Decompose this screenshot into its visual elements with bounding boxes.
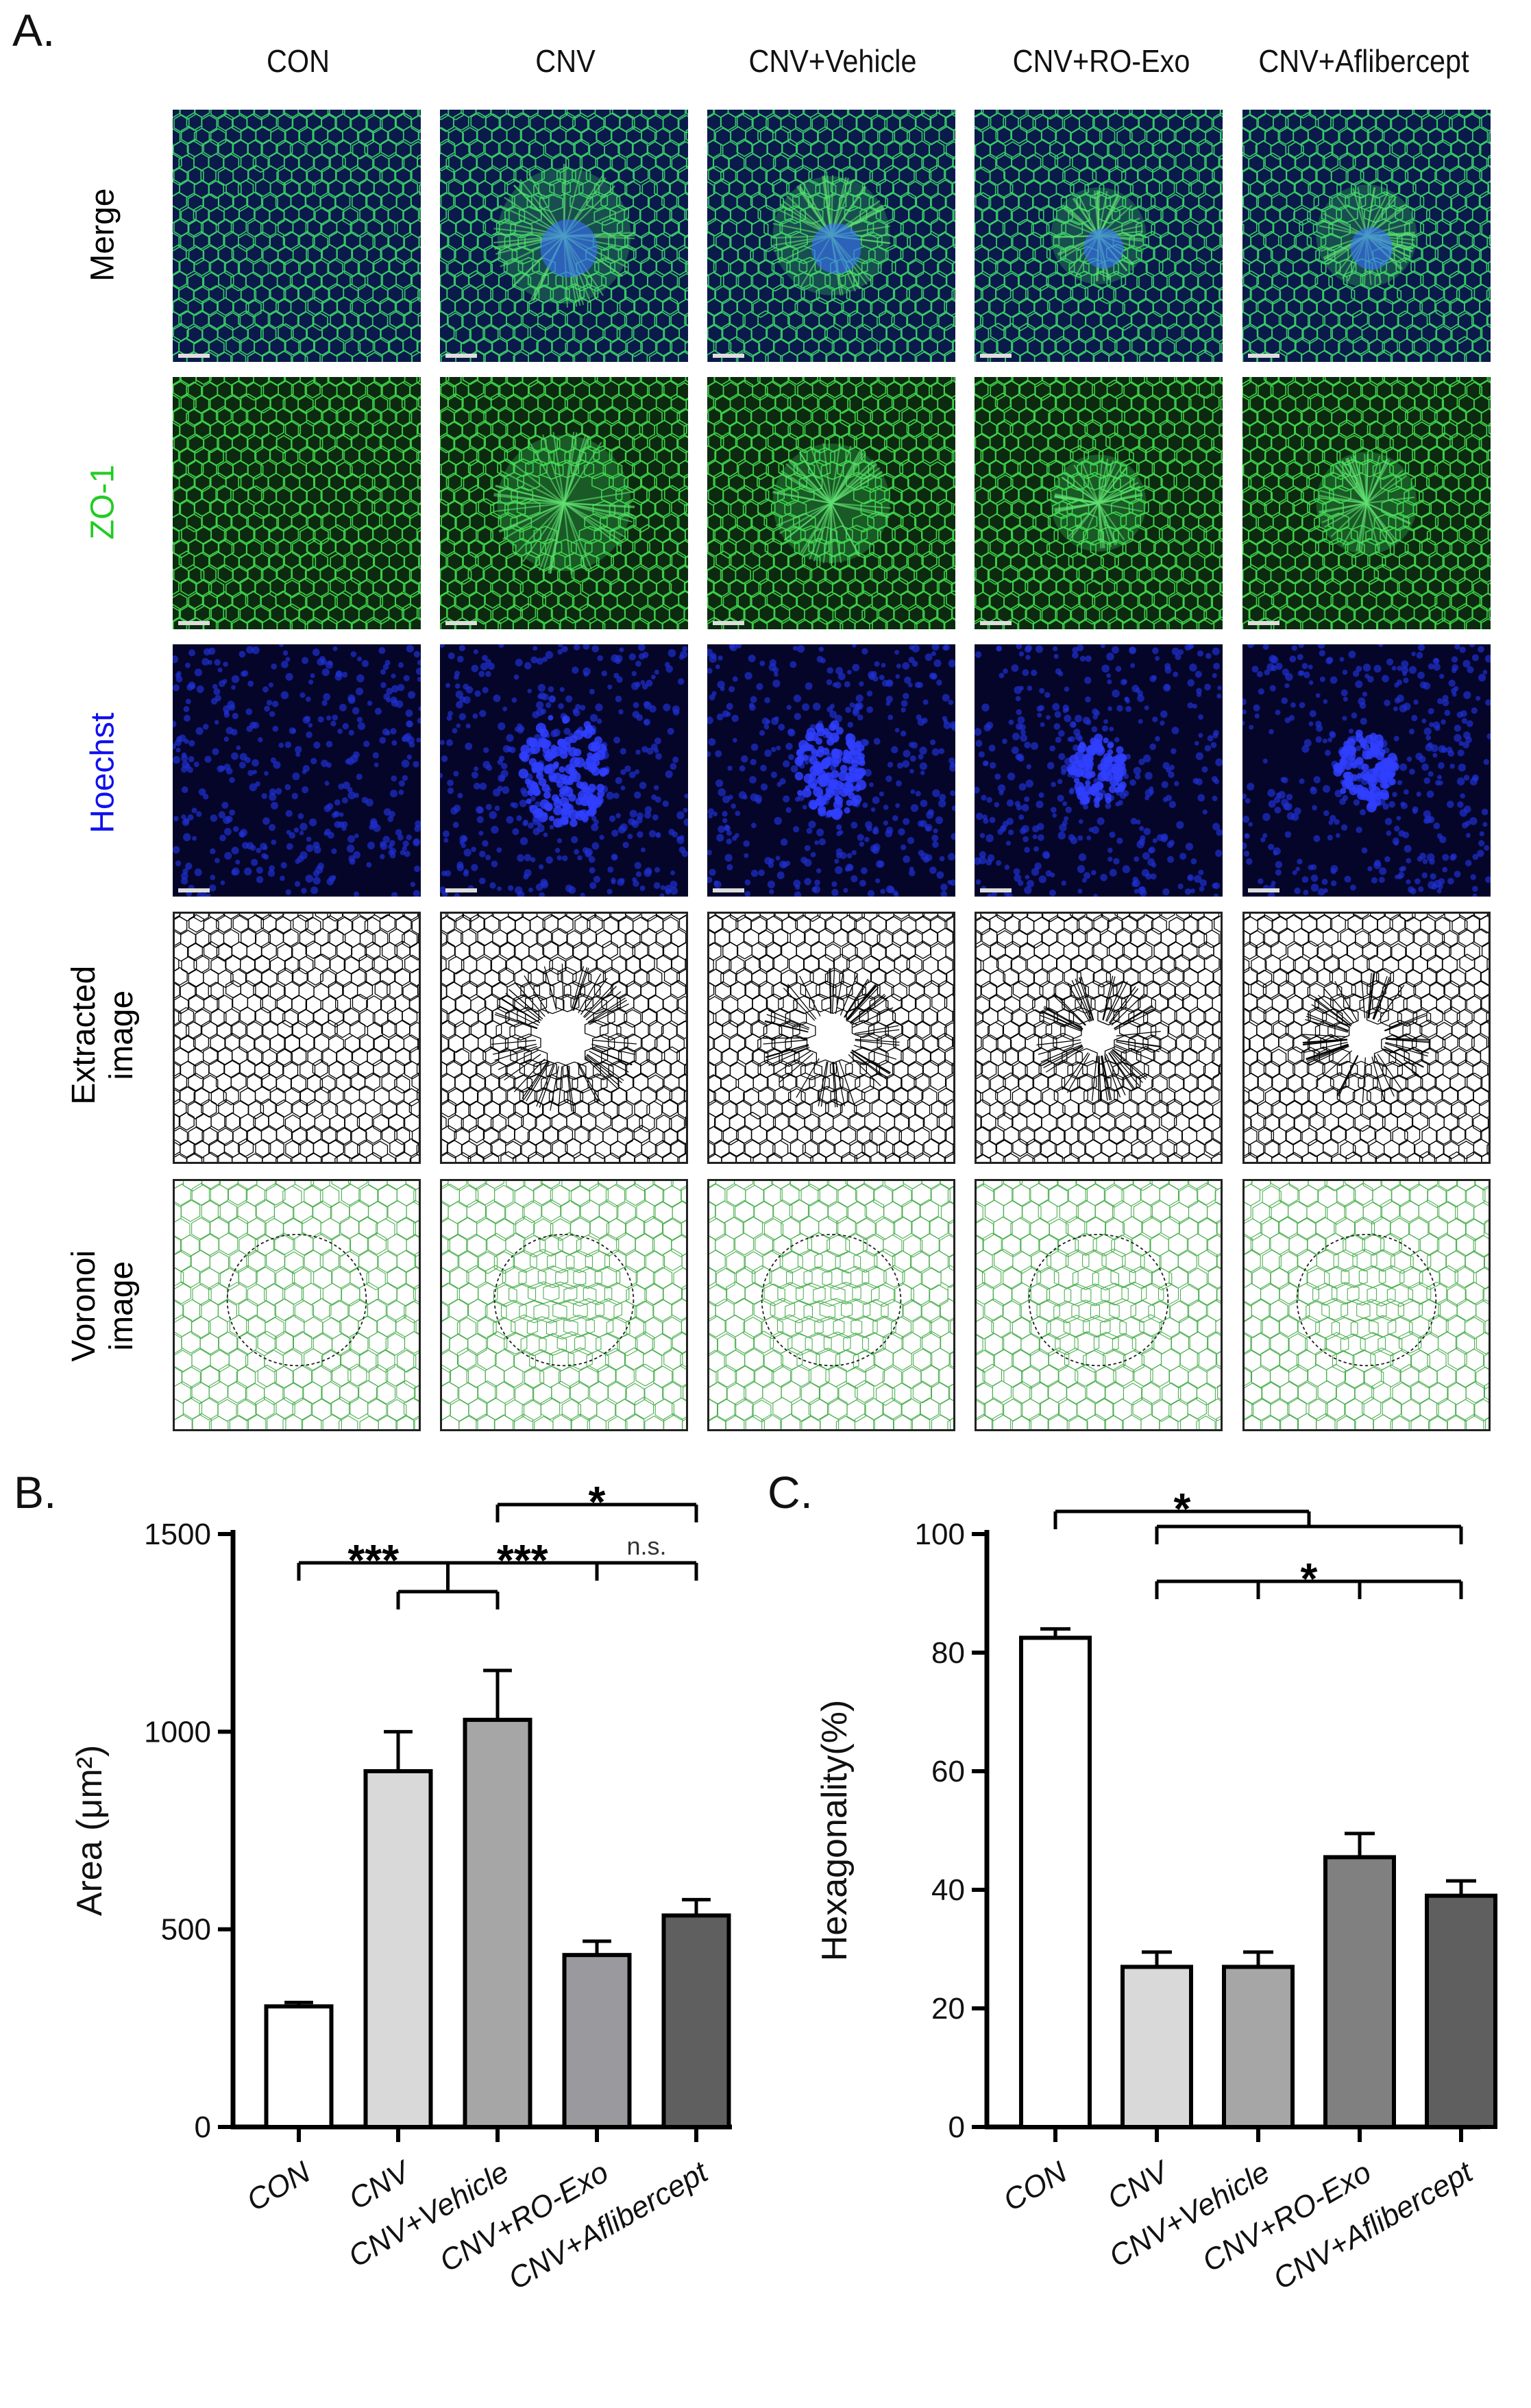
row-header-merge: Merge bbox=[84, 188, 121, 282]
y-tick-label: 100 bbox=[915, 1518, 965, 1551]
column-header-cnv-aflibercept: CNV+Aflibercept bbox=[1258, 43, 1469, 79]
y-axis-label: Area (μm²) bbox=[70, 1745, 110, 1917]
significance-label: *** bbox=[497, 1535, 548, 1585]
bar-cnv-aflibercept bbox=[1425, 1893, 1497, 2130]
micrograph-voronoi-cnv-ro-exo bbox=[975, 1179, 1223, 1431]
micrograph-zo1-cnv-aflibercept bbox=[1242, 377, 1491, 629]
micrograph-extracted-cnv-vehicle bbox=[707, 912, 955, 1164]
scale-bar bbox=[445, 621, 477, 625]
significance-label: * bbox=[589, 1477, 606, 1527]
micrograph-merge-cnv-vehicle bbox=[707, 110, 955, 362]
micrograph-extracted-cnv bbox=[440, 912, 688, 1164]
micrograph-extracted-cnv-ro-exo bbox=[975, 912, 1223, 1164]
micrograph-hoechst-cnv-vehicle bbox=[707, 644, 955, 897]
significance-label: * bbox=[1301, 1554, 1318, 1603]
column-header-cnv: CNV bbox=[535, 43, 596, 79]
scale-bar bbox=[1248, 888, 1279, 892]
micrograph-merge-cnv-ro-exo bbox=[975, 110, 1223, 362]
micrograph-merge-cnv-aflibercept bbox=[1242, 110, 1491, 362]
column-header-cnv-vehicle: CNV+Vehicle bbox=[748, 43, 917, 79]
micrograph-zo1-cnv bbox=[440, 377, 688, 629]
row-header-zo1: ZO-1 bbox=[84, 464, 121, 540]
scale-bar bbox=[713, 354, 744, 358]
micrograph-zo1-con bbox=[173, 377, 421, 629]
y-tick-label: 500 bbox=[161, 1913, 211, 1947]
x-tick-label: CON bbox=[998, 2155, 1073, 2217]
bar-cnv-ro-exo bbox=[1323, 1855, 1396, 2129]
micrograph-hoechst-cnv-aflibercept bbox=[1242, 644, 1491, 897]
significance-label: * bbox=[1174, 1484, 1191, 1533]
bar-cnv-aflibercept bbox=[661, 1913, 731, 2129]
y-tick-label: 60 bbox=[931, 1755, 965, 1788]
micrograph-voronoi-cnv-aflibercept bbox=[1242, 1179, 1491, 1431]
scale-bar bbox=[178, 621, 210, 625]
bar-cnv bbox=[363, 1769, 433, 2129]
significance-label: n.s. bbox=[626, 1532, 666, 1560]
y-tick-label: 1500 bbox=[144, 1518, 211, 1551]
significance-bracket: * bbox=[495, 1477, 698, 1527]
scale-bar bbox=[178, 354, 210, 358]
micrograph-voronoi-con bbox=[173, 1179, 421, 1431]
micrograph-extracted-cnv-aflibercept bbox=[1242, 912, 1491, 1164]
x-tick-label: CNV bbox=[1102, 2154, 1176, 2216]
bar-cnv-vehicle bbox=[463, 1718, 532, 2129]
bar-cnv bbox=[1120, 1965, 1193, 2130]
significance-bracket: * bbox=[1155, 1554, 1463, 1603]
column-header-con: CON bbox=[266, 43, 330, 79]
scale-bar bbox=[1248, 621, 1279, 625]
micrograph-hoechst-cnv-ro-exo bbox=[975, 644, 1223, 897]
row-header-voronoi: Voronoi image bbox=[65, 1250, 140, 1362]
y-tick-label: 0 bbox=[948, 2111, 965, 2144]
y-axis-label: Hexagonality(%) bbox=[815, 1700, 855, 1962]
x-tick-label: CNV bbox=[343, 2154, 417, 2216]
significance-bracket: n.s. bbox=[595, 1532, 698, 1581]
row-header-extracted: Extracted image bbox=[65, 965, 140, 1105]
micrograph-zo1-cnv-vehicle bbox=[707, 377, 955, 629]
scale-bar bbox=[1248, 354, 1279, 358]
bar-cnv-vehicle bbox=[1222, 1965, 1295, 2130]
y-tick-label: 1000 bbox=[144, 1715, 211, 1749]
y-tick-label: 40 bbox=[931, 1873, 965, 1907]
scale-bar bbox=[980, 888, 1012, 892]
scale-bar bbox=[980, 621, 1012, 625]
scale-bar bbox=[445, 888, 477, 892]
micrograph-hoechst-cnv bbox=[440, 644, 688, 897]
micrograph-voronoi-cnv bbox=[440, 1179, 688, 1431]
micrograph-merge-cnv bbox=[440, 110, 688, 362]
panel-a-letter: A. bbox=[12, 5, 56, 56]
scale-bar bbox=[445, 354, 477, 358]
significance-bracket: *** bbox=[396, 1535, 599, 1609]
micrograph-zo1-cnv-ro-exo bbox=[975, 377, 1223, 629]
y-tick-label: 80 bbox=[931, 1636, 965, 1670]
significance-label: *** bbox=[347, 1535, 399, 1585]
y-tick-label: 0 bbox=[195, 2111, 211, 2144]
micrograph-merge-con bbox=[173, 110, 421, 362]
scale-bar bbox=[980, 354, 1012, 358]
significance-bracket: * bbox=[1053, 1484, 1463, 1544]
micrograph-voronoi-cnv-vehicle bbox=[707, 1179, 955, 1431]
bar-con bbox=[264, 2004, 334, 2129]
panel-letter: C. bbox=[768, 1467, 813, 1518]
micrograph-hoechst-con bbox=[173, 644, 421, 897]
scale-bar bbox=[713, 621, 744, 625]
y-tick-label: 20 bbox=[931, 1992, 965, 2026]
bar-cnv-ro-exo bbox=[562, 1953, 632, 2130]
scale-bar bbox=[713, 888, 744, 892]
column-header-cnv-ro-exo: CNV+RO-Exo bbox=[1012, 43, 1190, 79]
panel-letter: B. bbox=[14, 1467, 56, 1518]
row-header-hoechst: Hoechst bbox=[84, 712, 121, 834]
micrograph-extracted-con bbox=[173, 912, 421, 1164]
scale-bar bbox=[178, 888, 210, 892]
x-tick-label: CON bbox=[241, 2155, 316, 2217]
bar-con bbox=[1019, 1635, 1092, 2129]
